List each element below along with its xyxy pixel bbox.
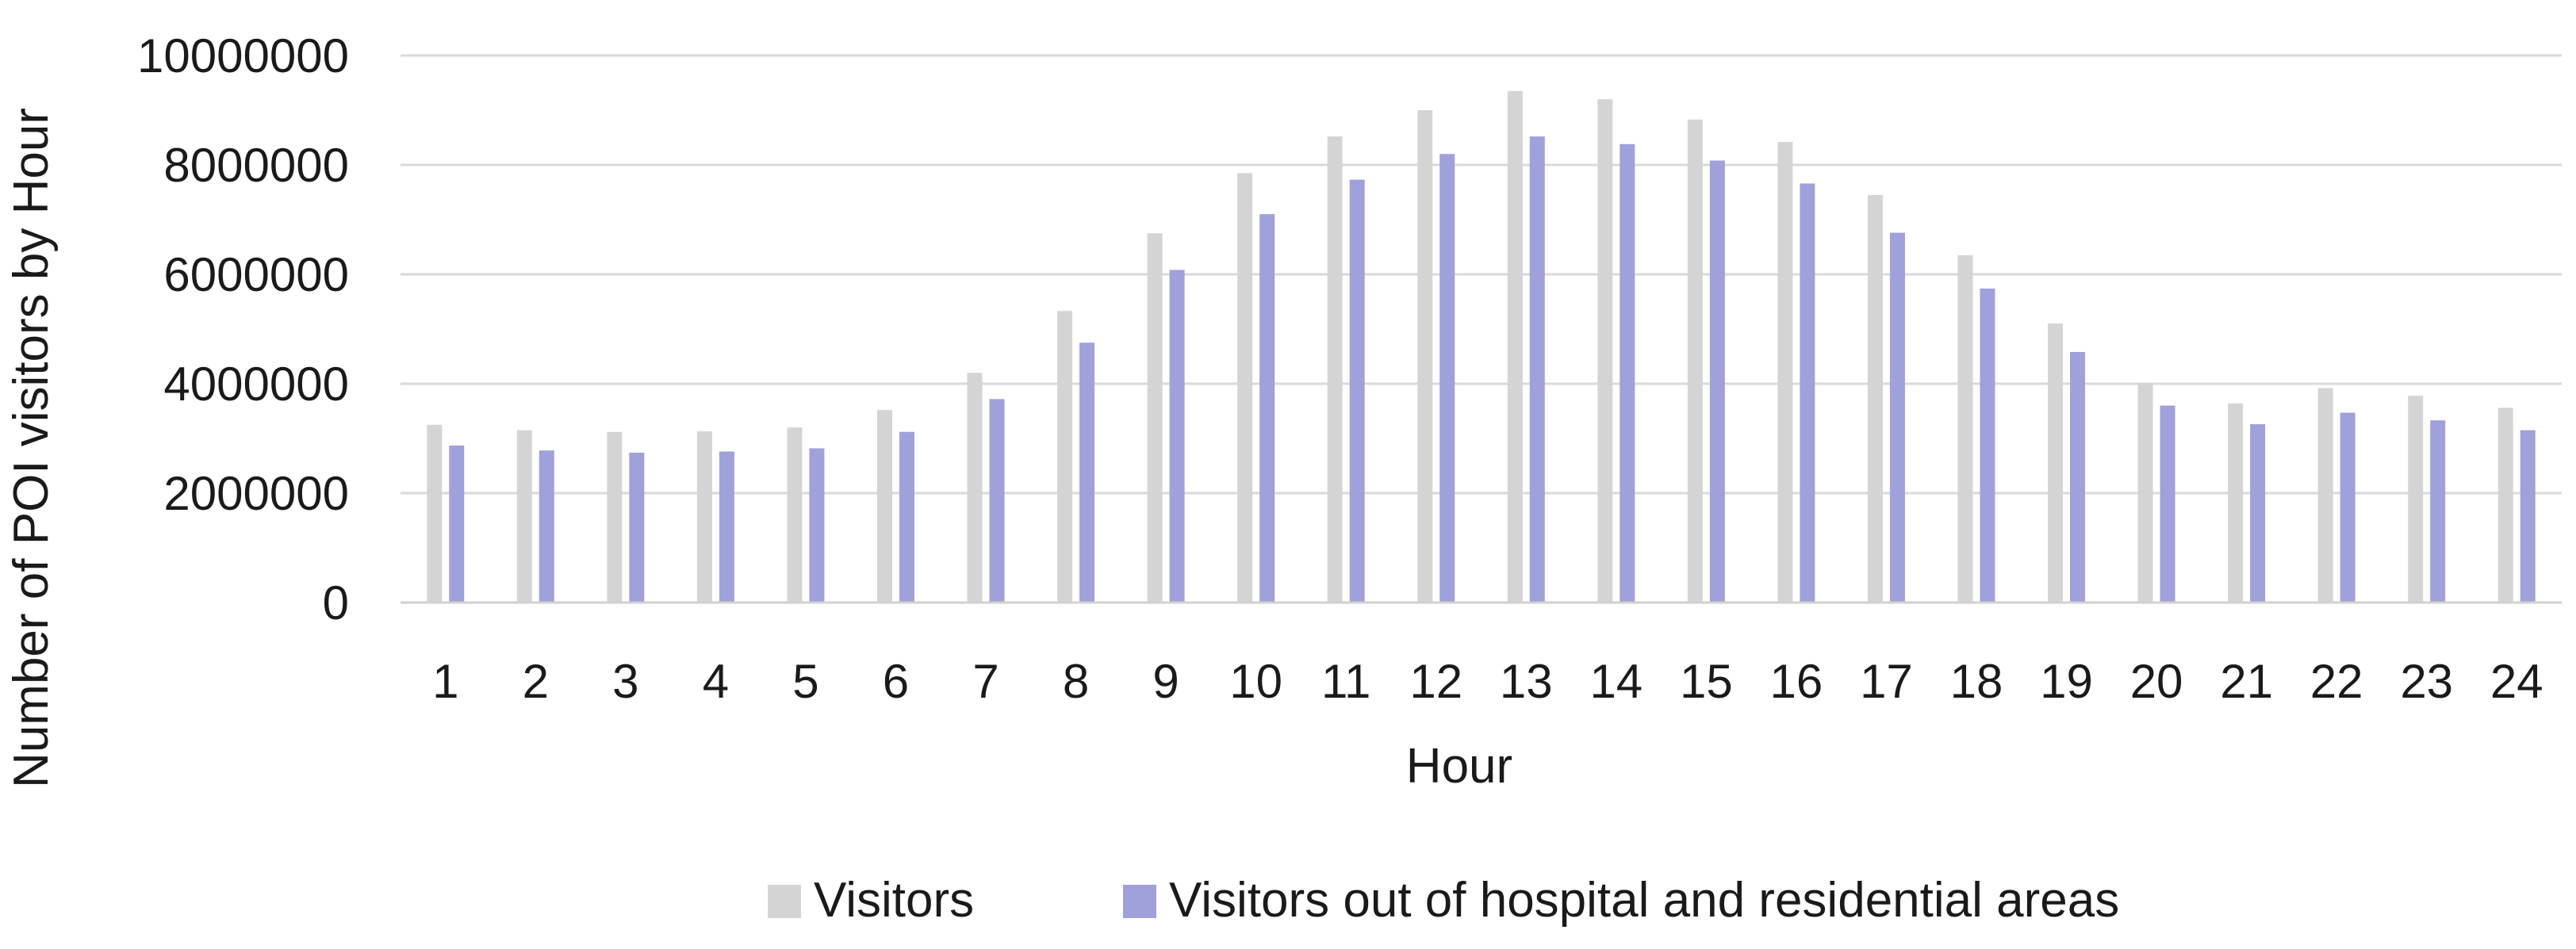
y-tick-label: 0 <box>323 576 349 629</box>
bar-visitors-out-of-hospital-and-residential <box>2340 412 2356 603</box>
bar-visitors <box>1687 119 1703 603</box>
bar-visitors <box>1867 194 1883 603</box>
bar-visitors-out-of-hospital-and-residential <box>1529 136 1545 603</box>
bar-visitors <box>1597 99 1613 603</box>
y-tick-label: 2000000 <box>163 467 349 520</box>
x-tick-label: 7 <box>972 655 999 708</box>
x-tick-label: 14 <box>1589 655 1643 708</box>
bar-visitors <box>1417 110 1433 603</box>
x-tick-label: 17 <box>1860 655 1913 708</box>
bar-visitors <box>1147 233 1163 603</box>
legend-swatch-visitors <box>768 885 801 918</box>
x-tick-label: 10 <box>1229 655 1282 708</box>
bar-visitors <box>427 424 443 603</box>
bar-visitors-out-of-hospital-and-residential <box>1620 143 1635 603</box>
bar-visitors-out-of-hospital-and-residential <box>2160 405 2175 603</box>
legend: Visitors Visitors out of hospital and re… <box>768 873 2119 928</box>
bar-visitors <box>1957 254 1973 603</box>
x-tick-label: 12 <box>1409 655 1462 708</box>
x-tick-label: 22 <box>2310 655 2363 708</box>
x-tick-label: 8 <box>1063 655 1089 708</box>
x-axis-title: Hour <box>1406 739 1512 794</box>
bar-visitors-out-of-hospital-and-residential <box>899 431 914 603</box>
bar-visitors <box>1327 136 1343 603</box>
bar-visitors-out-of-hospital-and-residential <box>2070 351 2086 603</box>
bar-visitors <box>787 427 803 603</box>
legend-label-visitors: Visitors <box>814 873 974 928</box>
x-tick-label: 2 <box>523 655 549 708</box>
x-tick-label: 3 <box>612 655 638 708</box>
x-tick-label: 13 <box>1500 655 1553 708</box>
bar-visitors-out-of-hospital-and-residential <box>2520 430 2536 603</box>
bar-visitors-out-of-hospital-and-residential <box>629 452 645 603</box>
x-tick-label: 9 <box>1152 655 1179 708</box>
bar-visitors-out-of-hospital-and-residential <box>1439 154 1455 603</box>
bar-visitors-out-of-hospital-and-residential <box>989 399 1005 603</box>
bar-visitors-out-of-hospital-and-residential <box>1709 160 1725 603</box>
bar-visitors <box>2048 323 2064 603</box>
bar-visitors-out-of-hospital-and-residential <box>809 448 825 603</box>
y-tick-label: 4000000 <box>163 358 349 411</box>
x-tick-label: 20 <box>2130 655 2183 708</box>
bar-visitors <box>696 431 712 603</box>
bar-visitors <box>1507 90 1523 603</box>
x-tick-label: 23 <box>2400 655 2453 708</box>
x-tick-label: 18 <box>1950 655 2003 708</box>
legend-label-visitors-out-of-hospital-and-residential: Visitors out of hospital and residential… <box>1169 873 2119 928</box>
bar-visitors <box>2228 403 2244 603</box>
x-tick-label: 15 <box>1680 655 1733 708</box>
bar-visitors <box>1777 142 1793 603</box>
bar-visitors-out-of-hospital-and-residential <box>1169 270 1185 603</box>
bar-visitors-out-of-hospital-and-residential <box>1800 183 1815 603</box>
bar-visitors-out-of-hospital-and-residential <box>2250 424 2266 603</box>
y-axis-title: Number of POI visitors by Hour <box>4 108 59 788</box>
bar-visitors-out-of-hospital-and-residential <box>1079 342 1095 603</box>
bar-visitors-out-of-hospital-and-residential <box>539 450 554 603</box>
y-tick-label: 10000000 <box>137 29 349 82</box>
y-tick-label: 6000000 <box>163 248 349 301</box>
bars <box>427 90 2536 603</box>
x-tick-label: 24 <box>2490 655 2543 708</box>
bar-visitors-out-of-hospital-and-residential <box>719 451 734 603</box>
bar-visitors <box>876 410 892 603</box>
gridlines <box>401 54 2562 495</box>
bar-visitors <box>2317 388 2333 603</box>
bar-visitors <box>2408 396 2424 603</box>
x-tick-label: 5 <box>792 655 818 708</box>
x-tick-label: 16 <box>1770 655 1823 708</box>
bar-visitors-out-of-hospital-and-residential <box>1349 179 1365 603</box>
bar-visitors-out-of-hospital-and-residential <box>449 445 465 603</box>
x-tick-label: 4 <box>703 655 729 708</box>
x-tick-label: 1 <box>432 655 458 708</box>
bar-visitors <box>2497 408 2513 603</box>
x-tick-label: 11 <box>1321 655 1370 708</box>
x-tick-label: 6 <box>883 655 909 708</box>
bar-visitors <box>2137 384 2153 603</box>
legend-swatch-visitors-out-of-hospital-and-residential <box>1123 885 1156 918</box>
bar-visitors-out-of-hospital-and-residential <box>2430 420 2446 603</box>
x-tick-label: 19 <box>2040 655 2093 708</box>
bar-visitors-out-of-hospital-and-residential <box>1980 288 1995 603</box>
x-tick-label: 21 <box>2220 655 2273 708</box>
bar-visitors <box>1057 311 1073 603</box>
y-tick-label: 8000000 <box>163 139 349 192</box>
bar-visitors-out-of-hospital-and-residential <box>1259 214 1275 603</box>
bar-visitors <box>516 430 532 603</box>
bar-visitors <box>1237 173 1253 603</box>
bar-visitors <box>607 431 623 603</box>
bar-visitors <box>967 373 983 603</box>
bar-visitors-out-of-hospital-and-residential <box>1889 232 1905 603</box>
